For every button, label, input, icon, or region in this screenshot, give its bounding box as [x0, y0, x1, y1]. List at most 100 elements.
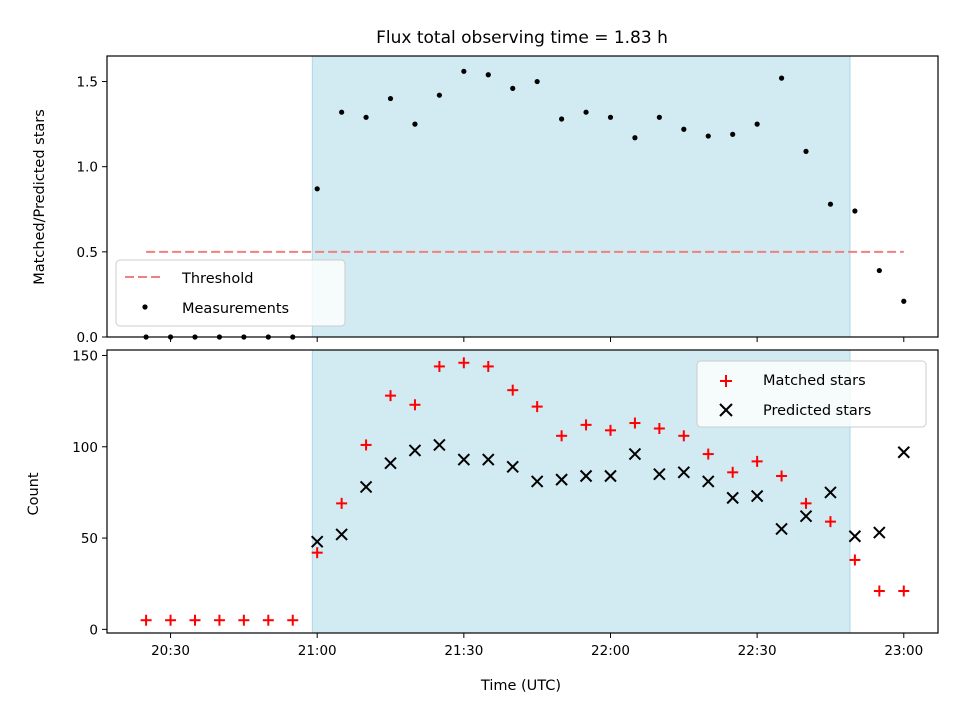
measurement-point: [583, 109, 589, 115]
matched-stars-point: [580, 419, 592, 431]
x-tick-label: 22:00: [591, 643, 630, 659]
predicted-stars-point: [433, 438, 446, 452]
matched-stars-point: [702, 448, 714, 460]
predicted-stars-point: [408, 444, 422, 457]
threshold-legend-label: Threshold: [181, 271, 253, 287]
measurement-point: [730, 131, 736, 137]
matched-stars-point: [751, 455, 763, 467]
measurements-points: [143, 68, 907, 340]
matched-stars-point: [824, 516, 836, 528]
measurement-point: [803, 148, 809, 154]
measurement-point: [461, 68, 467, 74]
top-y-axis-label: Matched/Predicted stars: [32, 109, 48, 285]
matched-stars-point: [727, 466, 739, 478]
predicted-stars-point: [775, 522, 788, 536]
y-tick-label: 150: [72, 348, 98, 364]
matched-stars-points: [140, 357, 910, 626]
measurement-point: [339, 109, 345, 115]
predicted-stars-point: [677, 466, 691, 479]
matched-stars-point: [458, 357, 470, 369]
top-panel: 0.0 0.5 1.0 1.5 Flux total observing time =…: [32, 28, 939, 346]
predicted-stars-legend-swatch: [719, 403, 733, 417]
measurement-point: [412, 121, 418, 127]
predicted-stars-point: [653, 467, 666, 481]
matched-stars-point: [287, 614, 299, 626]
x-tick-label: 20:30: [151, 643, 190, 659]
measurement-point: [387, 95, 394, 102]
matched-stars-legend-label: Matched stars: [763, 373, 866, 389]
measurement-point: [632, 135, 638, 141]
matched-stars-point: [336, 497, 348, 509]
matched-stars-point: [604, 424, 616, 436]
measurement-point: [754, 121, 760, 127]
measurement-point: [656, 114, 662, 120]
predicted-stars-point: [726, 491, 739, 505]
predicted-stars-point: [702, 475, 715, 488]
top-y-ticks: 0.0 0.5 1.0 1.5: [77, 75, 107, 346]
predicted-stars-point: [873, 526, 886, 539]
measurement-point: [827, 201, 834, 207]
measurement-point: [436, 92, 442, 98]
x-tick-label: 21:30: [444, 643, 483, 659]
measurement-point: [876, 267, 882, 274]
predicted-stars-point: [897, 446, 910, 459]
bottom-x-ticks: 20:30 21:00 21:30 22:00 22:30 23:00: [151, 633, 923, 659]
matched-stars-point: [238, 614, 250, 626]
matched-stars-point: [385, 390, 397, 402]
y-tick-label: 1.5: [77, 75, 98, 91]
measurements-legend-swatch: [142, 304, 148, 310]
y-tick-label: 0.0: [77, 330, 98, 346]
predicted-stars-point: [579, 469, 593, 483]
matched-stars-point: [507, 384, 519, 396]
predicted-stars-point: [359, 480, 373, 494]
matched-stars-point: [311, 547, 323, 559]
matched-stars-point: [556, 430, 568, 442]
bottom-axes-frame: [106, 349, 939, 634]
x-axis-label: Time (UTC): [480, 678, 561, 694]
top-x-ticks: [170, 337, 905, 342]
matched-stars-point: [653, 423, 665, 435]
matched-stars-point: [776, 470, 788, 482]
predicted-stars-point: [530, 475, 544, 488]
matched-stars-legend-swatch: [720, 375, 732, 387]
bottom-y-axis-label: Count: [26, 472, 42, 515]
matched-stars-point: [433, 360, 445, 372]
predicted-stars-legend-label: Predicted stars: [763, 403, 871, 419]
matched-stars-point: [140, 614, 152, 626]
y-tick-label: 1.0: [77, 160, 98, 176]
measurement-point: [705, 133, 711, 139]
matched-stars-point: [531, 401, 543, 413]
matched-stars-point: [678, 430, 690, 442]
predicted-stars-point: [604, 469, 617, 483]
top-axes-frame: [106, 55, 939, 338]
measurements-legend-label: Measurements: [182, 301, 289, 317]
predicted-stars-point: [457, 453, 471, 466]
matched-stars-point: [800, 497, 812, 509]
matched-stars-point: [898, 585, 910, 597]
measurement-point: [778, 75, 785, 81]
predicted-stars-point: [628, 447, 642, 461]
x-tick-label: 22:30: [738, 643, 777, 659]
predicted-stars-point: [482, 453, 495, 466]
matched-stars-point: [213, 614, 225, 626]
bottom-legend: Matched stars Predicted stars: [696, 360, 927, 428]
predicted-stars-points: [310, 438, 910, 548]
predicted-stars-point: [799, 509, 813, 523]
predicted-stars-point: [506, 460, 519, 474]
matched-stars-point: [409, 399, 421, 411]
top-legend-box: [115, 259, 346, 327]
predicted-stars-point: [384, 456, 397, 470]
matched-stars-point: [849, 554, 861, 566]
predicted-stars-point: [310, 535, 324, 548]
matched-stars-point: [873, 585, 885, 597]
measurement-point: [363, 114, 369, 120]
y-tick-label: 0.5: [77, 245, 98, 261]
y-tick-label: 0: [89, 622, 98, 638]
top-legend: Threshold Measurements: [115, 259, 346, 327]
measurement-point: [534, 78, 540, 85]
predicted-stars-point: [555, 473, 568, 486]
bottom-legend-box: [696, 360, 927, 428]
predicted-stars-point: [848, 530, 862, 543]
measurement-point: [314, 186, 320, 192]
